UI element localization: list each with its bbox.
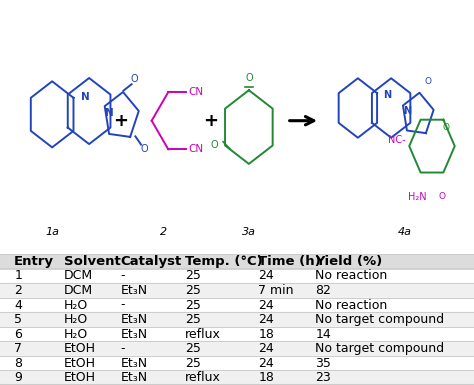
Bar xyxy=(0,327,474,341)
Text: N: N xyxy=(81,92,90,102)
Text: 7 min: 7 min xyxy=(258,284,294,297)
Text: O: O xyxy=(245,72,253,82)
Text: No reaction: No reaction xyxy=(315,298,387,311)
Bar xyxy=(0,254,474,269)
Text: No reaction: No reaction xyxy=(315,270,387,283)
Text: DCM: DCM xyxy=(64,284,93,297)
Bar xyxy=(0,312,474,327)
Bar xyxy=(0,370,474,385)
Text: O: O xyxy=(425,77,432,86)
Text: 25: 25 xyxy=(185,270,201,283)
Text: Et₃N: Et₃N xyxy=(121,371,148,384)
Text: -: - xyxy=(121,342,125,355)
Text: EtOH: EtOH xyxy=(64,342,96,355)
Text: Entry: Entry xyxy=(14,255,54,268)
Text: Et₃N: Et₃N xyxy=(121,313,148,326)
Text: 4: 4 xyxy=(14,298,22,311)
Text: 24: 24 xyxy=(258,342,274,355)
Text: reflux: reflux xyxy=(185,371,221,384)
Text: H₂O: H₂O xyxy=(64,298,88,311)
Text: 18: 18 xyxy=(258,371,274,384)
Text: 25: 25 xyxy=(185,342,201,355)
Text: 24: 24 xyxy=(258,270,274,283)
Text: Et₃N: Et₃N xyxy=(121,357,148,370)
Text: O: O xyxy=(140,144,148,154)
Text: 3a: 3a xyxy=(242,227,256,237)
Text: NC-: NC- xyxy=(388,135,406,145)
Text: No target compound: No target compound xyxy=(315,313,444,326)
Text: O: O xyxy=(439,192,446,201)
Text: EtOH: EtOH xyxy=(64,371,96,384)
Text: +: + xyxy=(203,112,219,130)
Text: O: O xyxy=(131,74,138,84)
Text: 25: 25 xyxy=(185,357,201,370)
Text: Et₃N: Et₃N xyxy=(121,284,148,297)
Text: Time (h): Time (h) xyxy=(258,255,321,268)
Text: 1a: 1a xyxy=(45,227,59,237)
Text: 1: 1 xyxy=(14,270,22,283)
Text: CN: CN xyxy=(189,87,204,97)
Text: 35: 35 xyxy=(315,357,331,370)
Bar xyxy=(0,269,474,283)
Text: 25: 25 xyxy=(185,313,201,326)
Text: Temp. (°C): Temp. (°C) xyxy=(185,255,263,268)
Text: CN: CN xyxy=(189,144,204,154)
Text: 6: 6 xyxy=(14,328,22,341)
Text: 24: 24 xyxy=(258,357,274,370)
Text: H₂O: H₂O xyxy=(64,313,88,326)
Bar xyxy=(0,298,474,312)
Text: 2: 2 xyxy=(160,227,167,237)
Text: DCM: DCM xyxy=(64,270,93,283)
Text: 25: 25 xyxy=(185,298,201,311)
Text: -: - xyxy=(121,298,125,311)
Text: Solvent: Solvent xyxy=(64,255,121,268)
Text: 9: 9 xyxy=(14,371,22,384)
Text: O: O xyxy=(442,123,449,132)
Bar xyxy=(0,283,474,298)
Text: No target compound: No target compound xyxy=(315,342,444,355)
Text: -: - xyxy=(121,270,125,283)
Text: 24: 24 xyxy=(258,313,274,326)
Bar xyxy=(0,341,474,356)
Text: 23: 23 xyxy=(315,371,331,384)
Text: 24: 24 xyxy=(258,298,274,311)
Text: N: N xyxy=(403,106,411,116)
Text: reflux: reflux xyxy=(185,328,221,341)
Bar xyxy=(0,356,474,370)
Text: 2: 2 xyxy=(14,284,22,297)
Text: 14: 14 xyxy=(315,328,331,341)
Text: 8: 8 xyxy=(14,357,22,370)
Text: 5: 5 xyxy=(14,313,22,326)
Text: H₂O: H₂O xyxy=(64,328,88,341)
Text: 4a: 4a xyxy=(398,227,412,237)
Text: Et₃N: Et₃N xyxy=(121,328,148,341)
Text: Catalyst: Catalyst xyxy=(121,255,182,268)
Text: N: N xyxy=(105,108,114,118)
Text: 25: 25 xyxy=(185,284,201,297)
Text: O: O xyxy=(211,141,219,151)
Text: +: + xyxy=(113,112,128,130)
Text: N: N xyxy=(383,90,392,100)
Text: Yield (%): Yield (%) xyxy=(315,255,383,268)
Text: H₂N: H₂N xyxy=(408,192,426,202)
Text: 82: 82 xyxy=(315,284,331,297)
Text: 18: 18 xyxy=(258,328,274,341)
Text: 7: 7 xyxy=(14,342,22,355)
Text: EtOH: EtOH xyxy=(64,357,96,370)
